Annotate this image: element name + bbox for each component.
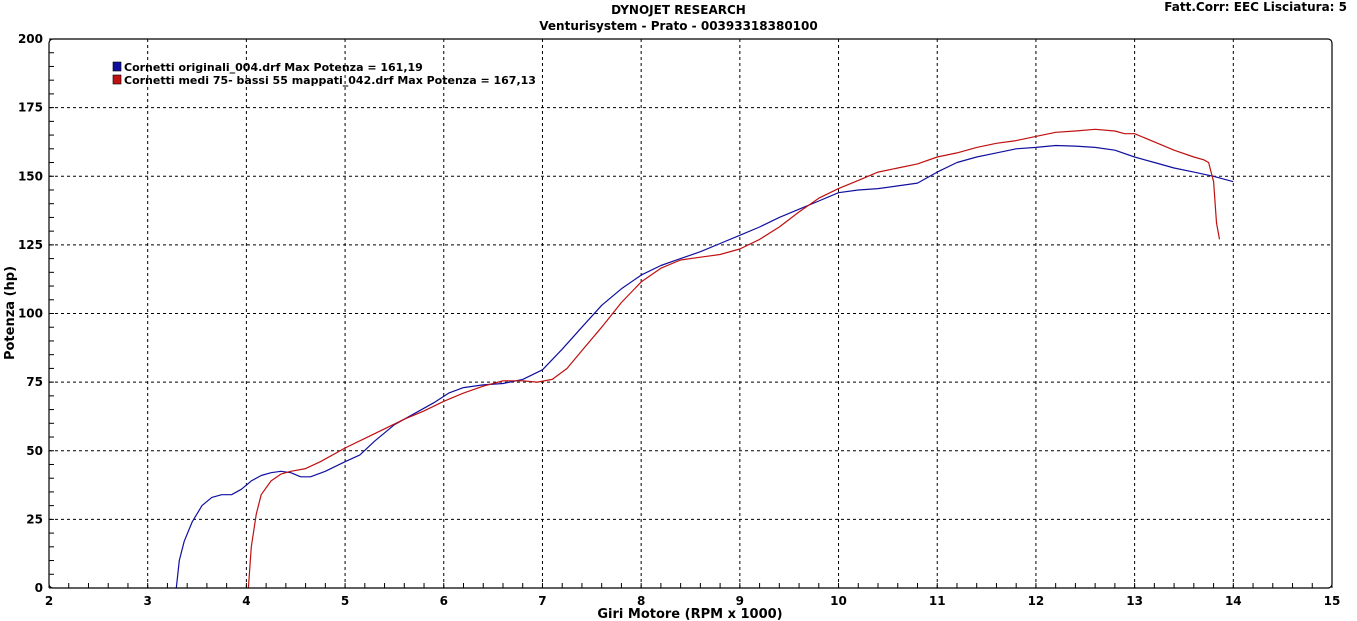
legend-label-2: Cornetti medi 75- bassi 55 mappati_042.d… — [124, 74, 536, 87]
legend-swatch-2 — [112, 74, 122, 85]
legend-label-1: Cornetti originali_004.drf Max Potenza =… — [124, 61, 423, 74]
y-tick-label: 100 — [18, 307, 43, 321]
series-line-2 — [247, 128, 1221, 589]
x-axis-label: Giri Motore (RPM x 1000) — [597, 607, 782, 621]
x-tick-label: 6 — [440, 594, 448, 608]
y-tick-label: 0 — [35, 581, 43, 595]
grid — [49, 39, 1332, 588]
x-tick-label: 14 — [1225, 594, 1242, 608]
legend: Cornetti originali_004.drf Max Potenza =… — [112, 61, 536, 87]
x-tick-label: 12 — [1028, 594, 1045, 608]
y-tick-label: 200 — [18, 32, 43, 46]
x-tick-label: 11 — [929, 594, 946, 608]
y-tick-label: 75 — [26, 375, 43, 389]
axes: 2 3 4 5 6 7 8 9 10 11 12 13 14 1502550751001251501752… — [18, 32, 1340, 608]
y-tick-label: 25 — [26, 512, 43, 526]
x-tick-label: 4 — [242, 594, 250, 608]
x-tick-label: 9 — [736, 594, 744, 608]
x-tick-label: 13 — [1126, 594, 1143, 608]
series — [175, 128, 1234, 589]
x-tick-label: 5 — [341, 594, 349, 608]
series-line-1 — [175, 144, 1234, 589]
y-tick-label: 50 — [26, 444, 43, 458]
y-axis-label: Potenza (hp) — [3, 266, 18, 360]
y-tick-label: 125 — [18, 238, 43, 252]
y-tick-label: 150 — [18, 169, 43, 183]
x-tick-label: 3 — [144, 594, 152, 608]
y-tick-label: 175 — [18, 101, 43, 115]
chart-title: DYNOJET RESEARCH — [611, 3, 746, 17]
x-tick-label: 8 — [637, 594, 645, 608]
x-tick-label: 2 — [45, 594, 53, 608]
legend-swatch-1 — [112, 61, 122, 72]
chart-subtitle: Venturisystem - Prato - 00393318380100 — [539, 19, 818, 33]
x-tick-label: 7 — [538, 594, 546, 608]
plot-frame — [48, 38, 1333, 589]
correction-info: Fatt.Corr: EEC Lisciatura: 5 — [1164, 0, 1347, 14]
x-tick-label: 10 — [830, 594, 847, 608]
x-tick-label: 15 — [1324, 594, 1341, 608]
